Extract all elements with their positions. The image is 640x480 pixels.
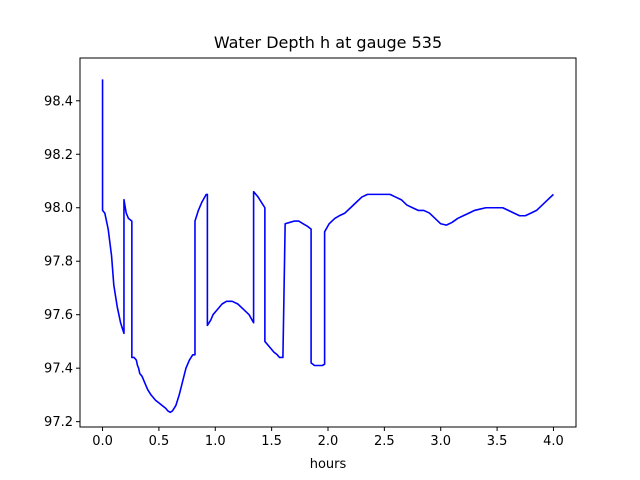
series-line-0 [101,79,555,414]
x-tick-label: 0.0 [92,434,113,449]
plot-area: 0.0 0.5 1.0 1.5 2.0 2.5 3.0 3.5 4.0 97.2 97.4 97.6… [44,57,577,449]
x-tick-label: 2.5 [374,434,395,449]
x-axis-label: hours [310,457,347,472]
y-tick-label: 97.8 [44,255,73,270]
x-tick-label: 0.5 [149,434,170,449]
y-tick-label: 97.6 [44,308,73,323]
y-tick-label: 97.4 [44,362,73,377]
y-tick-label: 98.4 [44,94,73,109]
x-axis: 0.0 0.5 1.0 1.5 2.0 2.5 3.0 3.5 4.0 [92,427,564,449]
x-tick-label: 1.5 [261,434,282,449]
chart-title: Water Depth h at gauge 535 [214,33,442,52]
x-tick-label: 1.0 [205,434,226,449]
y-tick-label: 98.0 [44,201,73,216]
y-axis: 97.2 97.4 97.6 97.8 98.0 98.2 98.4 [44,94,80,430]
x-tick-label: 3.5 [487,434,508,449]
y-tick-label: 98.2 [44,148,73,163]
y-tick-label: 97.2 [44,415,73,430]
x-tick-label: 2.0 [318,434,339,449]
series-layer [101,79,555,414]
x-tick-label: 4.0 [543,434,564,449]
x-tick-label: 3.0 [430,434,451,449]
